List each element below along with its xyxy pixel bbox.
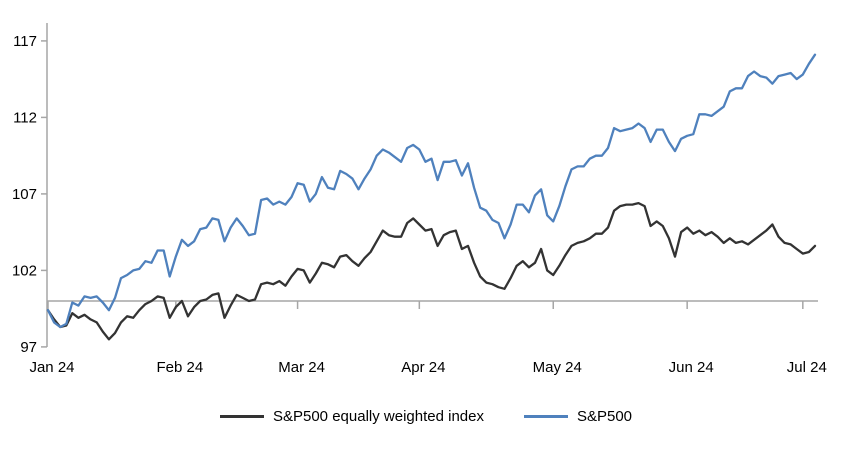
legend-item-equal-weight: S&P500 equally weighted index bbox=[219, 408, 484, 425]
equal-weight-line bbox=[46, 201, 817, 341]
legend-label-equal-weight: S&P500 equally weighted index bbox=[272, 408, 484, 425]
legend-item-sp500: S&P500 bbox=[523, 408, 633, 425]
x-tick-label: May 24 bbox=[533, 359, 582, 376]
x-tick-label: Jul 24 bbox=[787, 359, 827, 376]
x-tick-label: Jun 24 bbox=[669, 359, 714, 376]
x-tick-label: Apr 24 bbox=[401, 359, 445, 376]
sp500-line bbox=[46, 53, 817, 329]
sp500-line-swatch bbox=[523, 415, 568, 418]
y-tick-label: 107 bbox=[12, 186, 37, 203]
x-tick-label: Mar 24 bbox=[278, 359, 325, 376]
equal-weight-line-swatch bbox=[219, 415, 264, 418]
y-tick-label: 117 bbox=[13, 33, 37, 50]
x-tick-label: Feb 24 bbox=[156, 359, 203, 376]
y-tick-label: 102 bbox=[12, 262, 37, 279]
x-tick-label: Jan 24 bbox=[29, 359, 74, 376]
y-tick-label: 97 bbox=[20, 339, 37, 356]
y-tick-label: 112 bbox=[13, 109, 37, 126]
legend: S&P500 equally weighted index S&P500 bbox=[0, 408, 852, 425]
legend-label-sp500: S&P500 bbox=[576, 408, 633, 425]
